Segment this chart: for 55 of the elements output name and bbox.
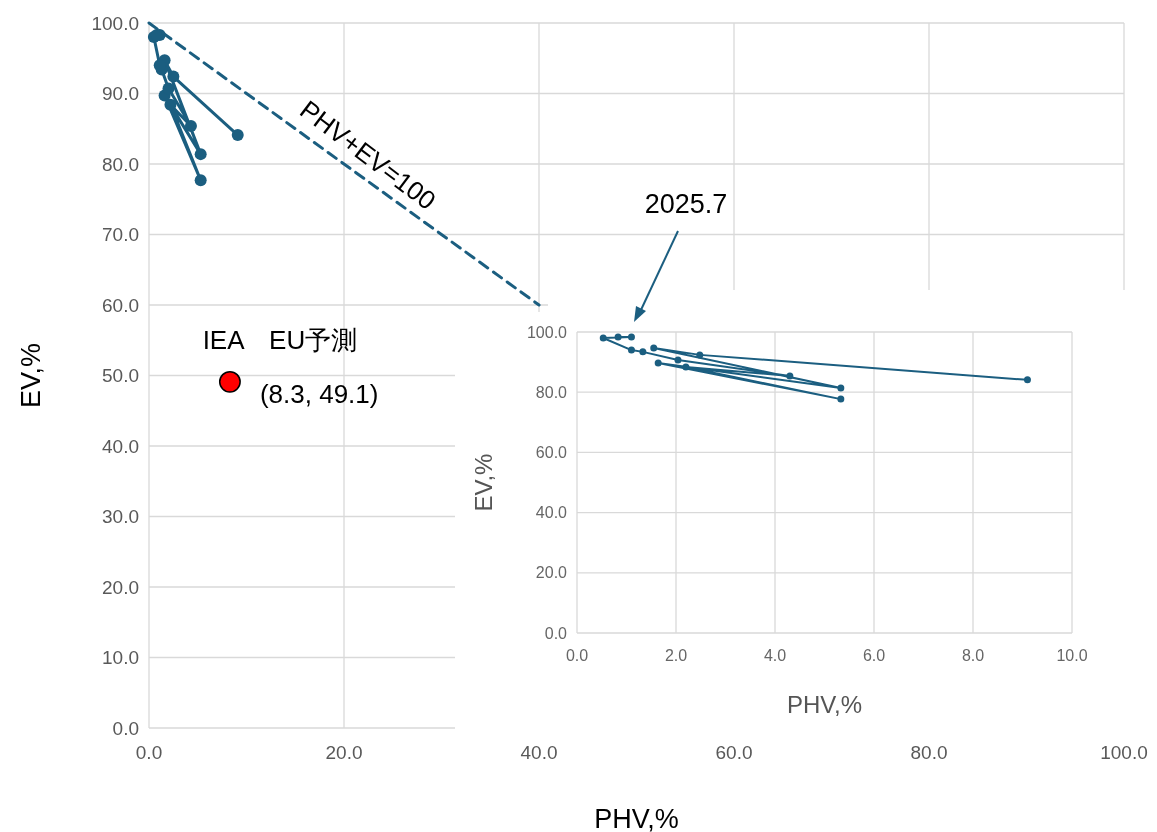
x-tick-label: 8.0	[961, 647, 985, 664]
x-tick-label: 60.0	[715, 742, 753, 763]
point	[837, 395, 845, 403]
x-axis-title: PHV,%	[594, 804, 679, 832]
annotation: 2025.7	[644, 189, 728, 219]
x-tick-label: 100.0	[1100, 742, 1148, 763]
x-tick-label: 0.0	[135, 742, 163, 763]
x-tick-label: 0.0	[565, 647, 589, 664]
y-tick-label: 60.0	[102, 294, 139, 316]
y-tick-label: 80.0	[535, 383, 568, 401]
x-tick-label: 20.0	[325, 742, 363, 763]
x-tick-label: 6.0	[862, 647, 886, 664]
y-tick-label: 0.0	[544, 624, 568, 642]
point	[218, 370, 241, 393]
point	[614, 333, 622, 341]
point	[1023, 376, 1031, 384]
point	[599, 334, 607, 342]
point	[696, 351, 704, 359]
point	[194, 148, 207, 161]
point	[164, 98, 177, 111]
point	[786, 372, 794, 380]
y-axis-title: EV,%	[470, 453, 497, 512]
point	[194, 174, 207, 187]
y-tick-label: 40.0	[535, 504, 568, 522]
y-tick-label: 0.0	[112, 717, 139, 739]
y-tick-label: 30.0	[102, 506, 139, 528]
y-tick-label: 40.0	[102, 435, 139, 457]
point	[639, 348, 647, 356]
point	[231, 129, 244, 142]
point	[627, 333, 635, 341]
x-tick-label: 4.0	[763, 647, 787, 664]
x-axis-title: PHV,%	[786, 691, 863, 718]
y-tick-label: 100.0	[91, 12, 139, 34]
x-tick-label: 2.0	[664, 647, 688, 664]
y-tick-label: 80.0	[102, 153, 139, 175]
x-tick-label: 80.0	[910, 742, 948, 763]
point	[184, 119, 197, 132]
y-tick-label: 60.0	[535, 444, 568, 461]
point	[627, 346, 635, 354]
y-tick-label: 50.0	[102, 365, 139, 387]
point	[674, 356, 682, 364]
y-axis-title: EV,%	[16, 342, 46, 409]
y-tick-label: 20.0	[535, 564, 568, 582]
y-tick-label: 70.0	[102, 224, 139, 246]
data-label: (8.3, 49.1)	[259, 378, 379, 409]
y-tick-label: 100.0	[526, 323, 568, 341]
point	[654, 359, 662, 367]
y-tick-label: 90.0	[102, 83, 139, 105]
point	[167, 70, 180, 83]
point	[650, 344, 658, 352]
series-label: IEA EU予測	[202, 324, 358, 355]
point	[837, 384, 845, 392]
y-tick-label: 20.0	[102, 576, 139, 598]
x-tick-label: 10.0	[1056, 647, 1088, 664]
point	[682, 363, 690, 371]
